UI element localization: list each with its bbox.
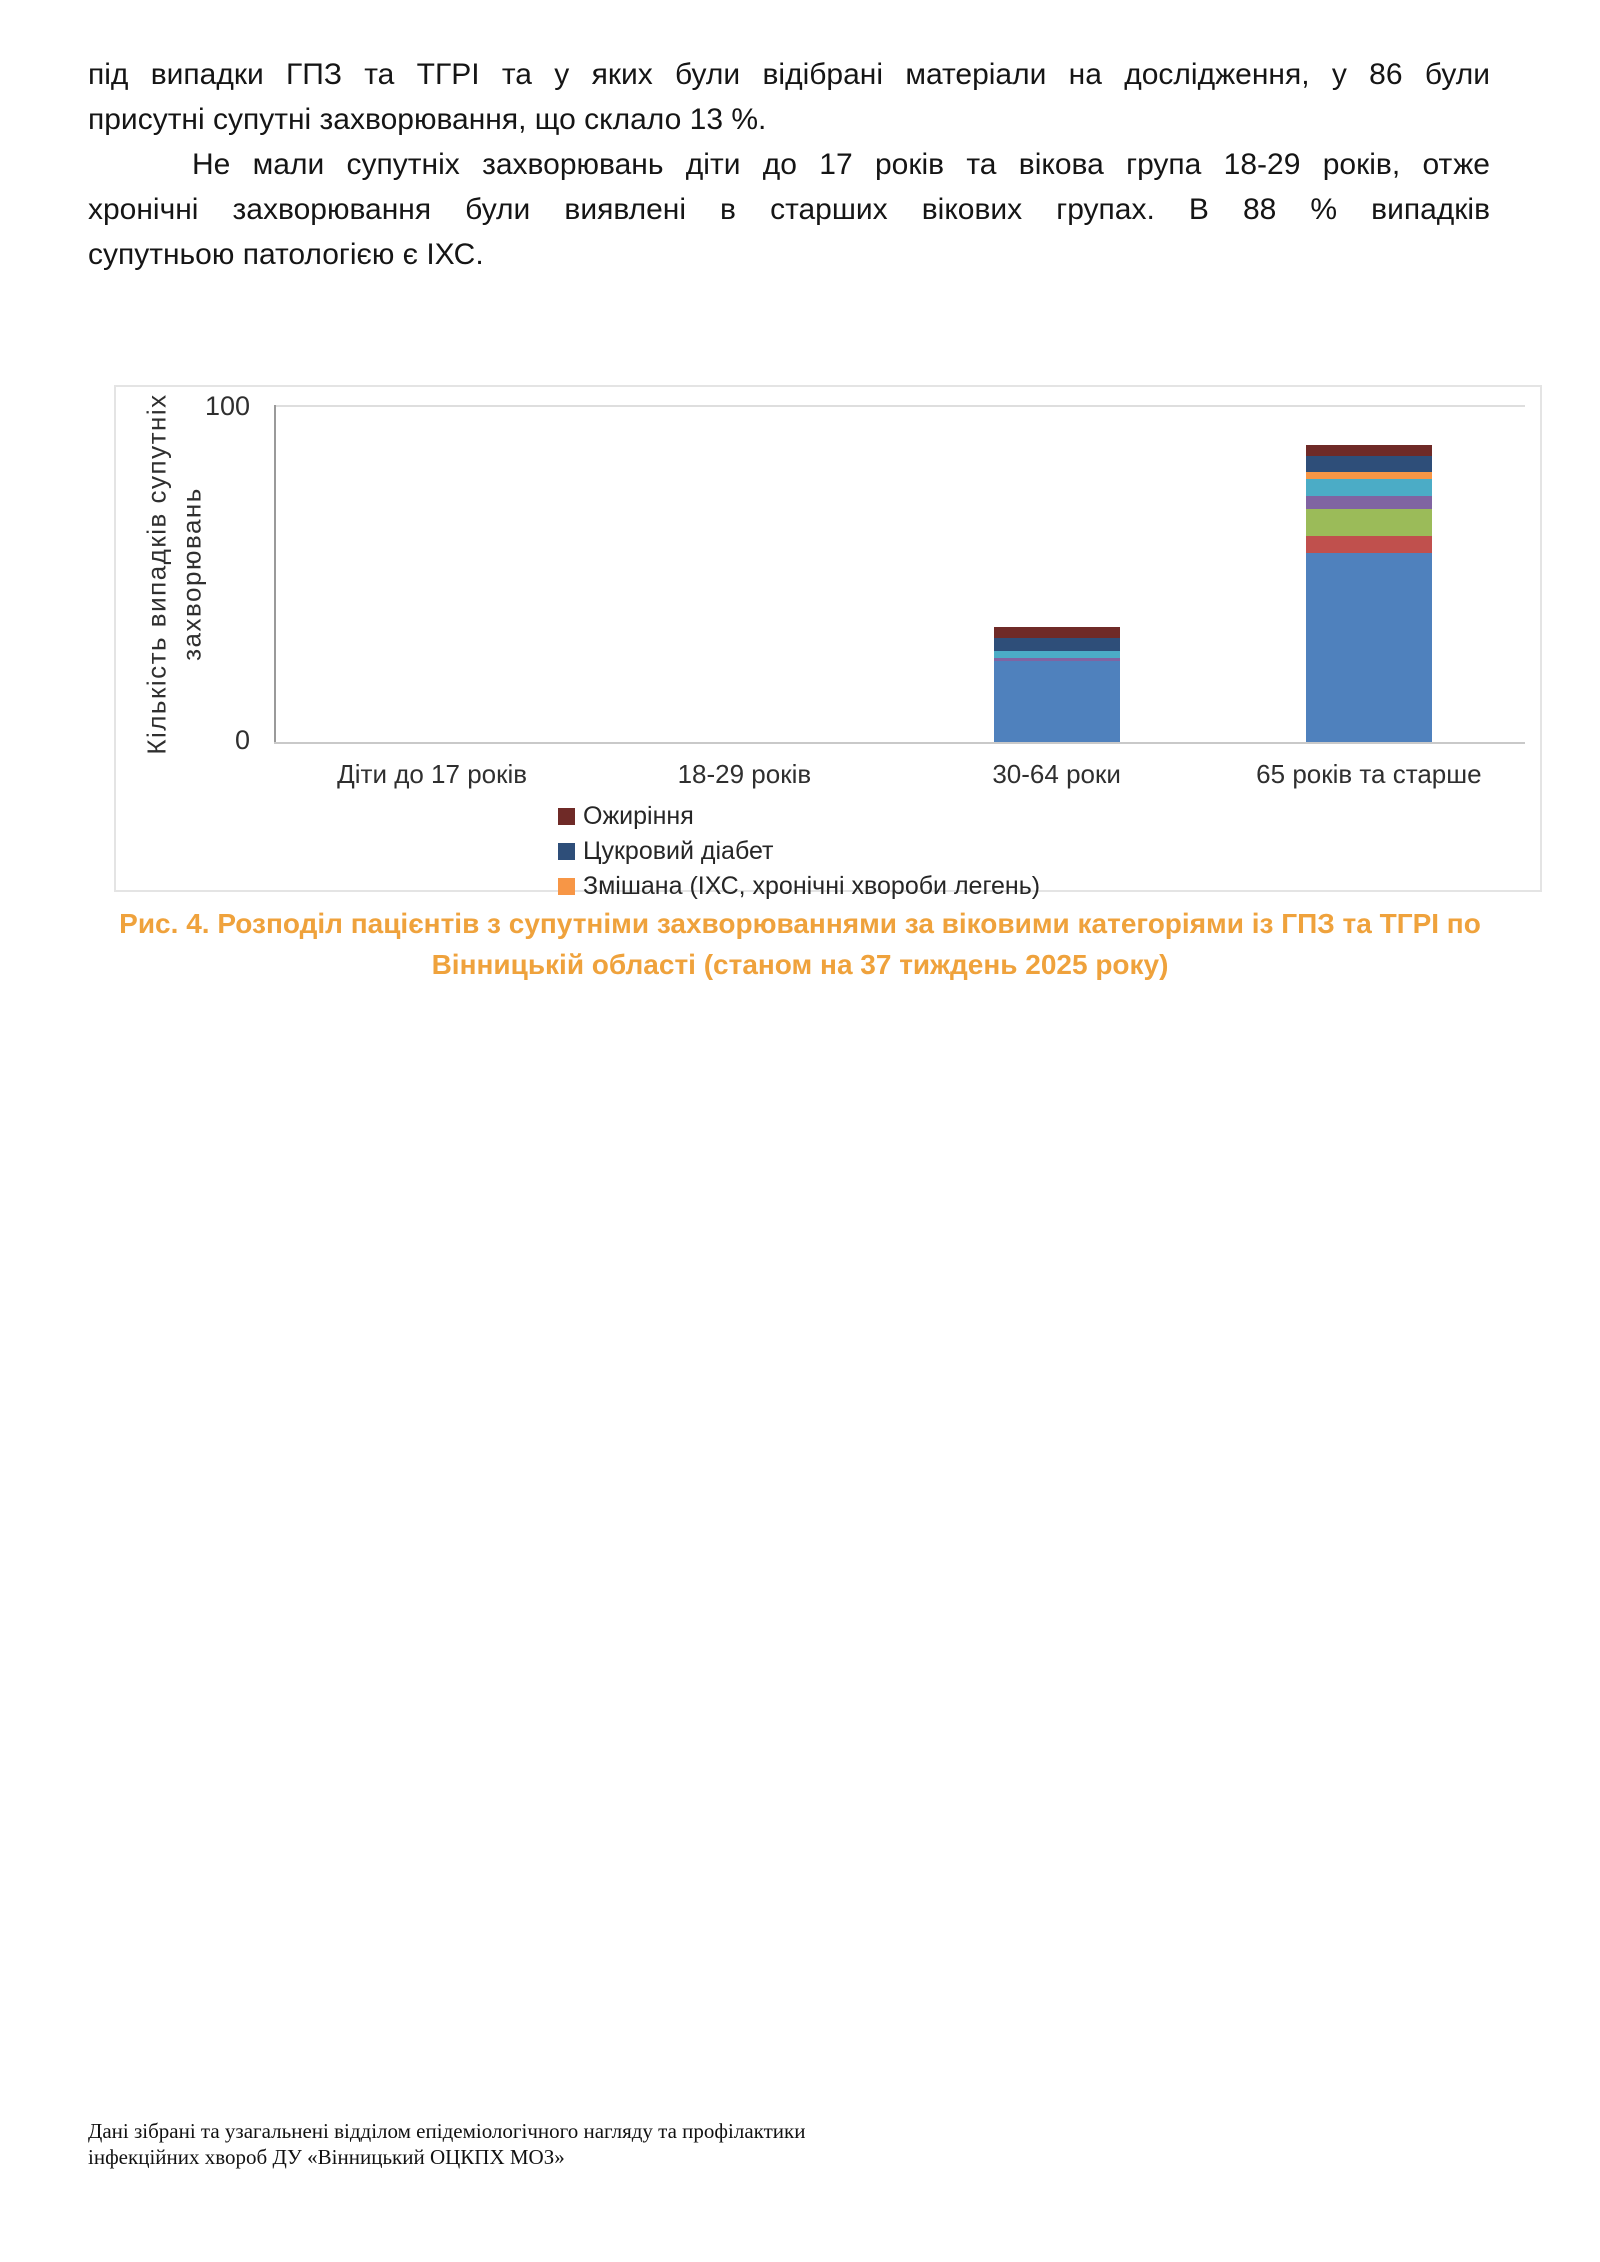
y-axis-title-line1: Кількість випадків супутніх bbox=[142, 392, 173, 755]
bar-segment bbox=[1305, 536, 1432, 554]
bar-segment bbox=[993, 627, 1120, 638]
legend-label: Змішана (ІХС, хронічні хвороби легень) bbox=[583, 872, 1041, 900]
bar-segment bbox=[1305, 445, 1432, 456]
gridline-100 bbox=[276, 405, 1525, 407]
legend-item: Змішана (ІХС, хронічні хвороби легень) bbox=[558, 869, 1040, 904]
bar-segment bbox=[1305, 509, 1432, 537]
body-text: під випадки ГПЗ та ТГРІ та у яких були в… bbox=[88, 52, 1490, 277]
bar-segment bbox=[993, 657, 1120, 662]
x-axis-label: Діти до 17 років bbox=[337, 759, 528, 789]
paragraph-line: Не мали супутніх захворювань діти до 17 … bbox=[192, 148, 1490, 181]
x-axis-label: 65 років та старше bbox=[1256, 759, 1482, 789]
chart-legend: Ожиріння Цукровий діабет Змішана (ІХС, х… bbox=[558, 799, 1040, 904]
legend-item: Ожиріння bbox=[558, 799, 1040, 834]
paragraph-line: хронічні захворювання були виявлені в ст… bbox=[88, 193, 1490, 226]
legend-label: Ожиріння bbox=[583, 802, 694, 830]
y-axis-line bbox=[274, 405, 276, 744]
paragraph-line: під випадки ГПЗ та ТГРІ та у яких були в… bbox=[88, 58, 1490, 91]
bar-segment bbox=[1305, 472, 1432, 480]
x-axis-labels: Діти до 17 років 18-29 років 30-64 роки 65 … bbox=[116, 759, 1540, 793]
legend-swatch-icon bbox=[558, 808, 575, 825]
figure-caption-line1: Рис. 4. Розподіл пацієнтів з супутніми з… bbox=[119, 908, 1481, 939]
paragraph-line: присутні супутні захворювання, що склало… bbox=[88, 103, 767, 136]
plot-area bbox=[276, 405, 1525, 742]
bar-segment bbox=[993, 661, 1120, 742]
bar-segment bbox=[1305, 553, 1432, 742]
x-axis-label: 18-29 років bbox=[677, 759, 812, 789]
y-axis-title: Кількість випадків супутніх захворювань bbox=[130, 393, 220, 754]
y-axis-tick-0: 0 bbox=[234, 725, 250, 755]
footer-line2: інфекційних хвороб ДУ «Вінницький ОЦКПХ … bbox=[88, 2145, 565, 2169]
bar-segment bbox=[993, 651, 1120, 658]
y-axis-title-line2: захворювань bbox=[177, 486, 208, 661]
bar-segment bbox=[1305, 496, 1432, 510]
legend-item: Цукровий діабет bbox=[558, 834, 1040, 869]
figure-chart: 100 0 Кількість випадків супутніх захвор… bbox=[114, 385, 1542, 900]
figure-caption: Рис. 4. Розподіл пацієнтів з супутніми з… bbox=[88, 903, 1512, 985]
bar-segment bbox=[993, 637, 1120, 652]
bar-segment bbox=[1305, 455, 1432, 473]
x-axis-line bbox=[274, 742, 1525, 744]
legend-swatch-icon bbox=[558, 878, 575, 895]
x-axis-label: 30-64 роки bbox=[992, 759, 1121, 789]
bar-segment bbox=[1305, 479, 1432, 496]
footer-note: Дані зібрані та узагальнені відділом епі… bbox=[88, 2118, 988, 2170]
paragraph-line: супутньою патологією є ІХС. bbox=[88, 238, 484, 271]
legend-swatch-icon bbox=[558, 843, 575, 860]
legend-label: Цукровий діабет bbox=[583, 837, 774, 865]
y-axis-tick-100: 100 bbox=[204, 391, 250, 421]
figure-caption-line2: Вінницькій області (станом на 37 тиждень… bbox=[431, 949, 1169, 980]
footer-line1: Дані зібрані та узагальнені відділом епі… bbox=[88, 2119, 806, 2143]
